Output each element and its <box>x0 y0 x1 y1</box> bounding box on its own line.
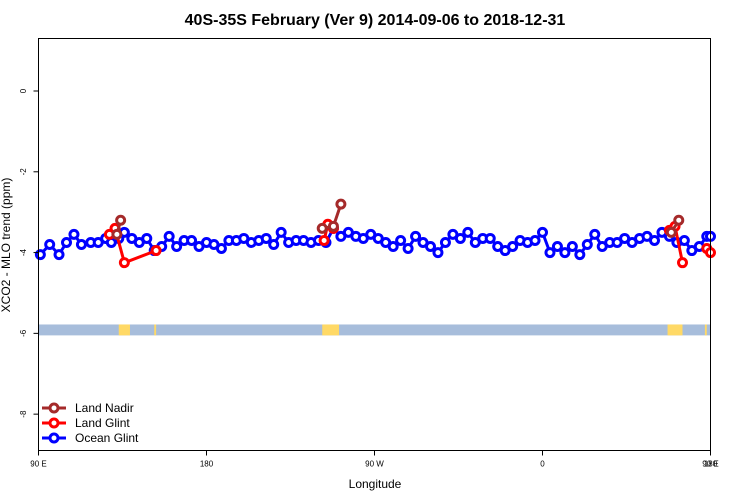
x-tick-label: 0 <box>540 460 545 469</box>
data-point-ocean-glint <box>439 236 451 248</box>
data-point-land-nadir <box>335 198 347 210</box>
y-tick-label: -6 <box>19 329 28 337</box>
data-point-ocean-glint <box>425 241 436 253</box>
x-tick-label: 180 <box>200 460 214 469</box>
series-segment-land-nadir <box>316 198 347 234</box>
data-point-ocean-glint <box>574 249 586 261</box>
data-point-ocean-glint <box>387 241 399 253</box>
data-point-ocean-glint <box>559 247 571 259</box>
data-point-land-nadir <box>327 220 339 232</box>
data-point-land-glint <box>150 245 162 257</box>
data-point-ocean-glint <box>432 247 444 259</box>
data-point-ocean-glint <box>566 241 578 253</box>
land-patch <box>118 324 130 336</box>
x-axis-label: Longitude <box>349 477 402 491</box>
data-point-land-nadir <box>115 214 127 226</box>
data-point-ocean-glint <box>507 241 519 253</box>
data-point-ocean-glint <box>141 232 153 244</box>
y-tick-label: 0 <box>19 88 28 93</box>
data-point-ocean-glint <box>529 234 541 246</box>
data-point-ocean-glint <box>581 239 593 250</box>
y-axis-label: XCO2 - MLO trend (ppm) <box>0 178 13 313</box>
data-point-ocean-glint <box>260 232 272 244</box>
data-point-ocean-glint <box>484 232 496 244</box>
data-point-land-nadir <box>316 222 328 234</box>
ocean-band <box>38 324 711 336</box>
legend-marker <box>48 432 60 444</box>
data-point-ocean-glint <box>53 249 65 261</box>
data-point-ocean-glint <box>551 241 563 253</box>
series-layer <box>34 198 716 269</box>
y-tick-label: -4 <box>19 248 28 256</box>
data-point-ocean-glint <box>678 234 690 246</box>
data-point-ocean-glint <box>75 239 87 250</box>
legend-item: Land Glint <box>42 416 130 430</box>
land-patch <box>704 324 707 336</box>
y-tick-label: -8 <box>19 410 28 418</box>
land-patch <box>322 324 340 336</box>
data-point-ocean-glint <box>395 234 407 246</box>
data-point-ocean-glint <box>454 232 466 244</box>
y-axis: 0 -2 -4 -6 -8 <box>19 88 39 418</box>
data-point-ocean-glint <box>402 243 414 255</box>
land-band <box>38 324 711 336</box>
series-segment-land-nadir <box>665 214 685 238</box>
x-tick-label: 90 E <box>702 460 718 469</box>
y-tick-label: -2 <box>19 168 28 176</box>
data-point-ocean-glint <box>544 247 556 259</box>
data-point-ocean-glint <box>171 241 183 253</box>
data-point-ocean-glint <box>410 230 422 242</box>
data-point-land-nadir <box>665 226 677 238</box>
legend-marker <box>48 402 60 414</box>
series-segment-land-nadir <box>111 214 127 240</box>
x-tick-label: 180 <box>704 460 718 469</box>
data-point-ocean-glint <box>163 230 175 242</box>
data-point-ocean-glint <box>589 228 601 240</box>
legend-marker <box>48 417 60 429</box>
legend-label: Ocean Glint <box>75 431 139 445</box>
chart-title: 40S-35S February (Ver 9) 2014-09-06 to 2… <box>185 12 566 29</box>
data-point-ocean-glint <box>215 243 227 255</box>
data-point-ocean-glint <box>34 249 46 261</box>
data-point-ocean-glint <box>462 226 474 238</box>
legend-label: Land Nadir <box>75 401 134 415</box>
data-point-ocean-glint <box>61 236 72 248</box>
x-tick-label: 90 W <box>365 460 384 469</box>
data-point-land-glint <box>318 234 330 246</box>
data-point-ocean-glint <box>268 239 280 250</box>
legend-item: Ocean Glint <box>42 431 139 445</box>
data-point-ocean-glint <box>649 234 660 246</box>
x-tick-label: 90 E <box>30 460 46 469</box>
data-point-land-nadir <box>673 214 685 226</box>
land-patch <box>154 324 157 336</box>
land-patch <box>667 324 683 336</box>
data-point-ocean-glint <box>186 234 198 246</box>
data-point-ocean-glint <box>275 226 287 238</box>
data-point-land-glint <box>118 257 130 269</box>
data-point-ocean-glint <box>68 228 80 240</box>
data-point-land-glint <box>677 257 688 269</box>
series-segment-land-glint <box>103 222 162 269</box>
legend-label: Land Glint <box>75 416 130 430</box>
data-point-land-nadir <box>111 228 123 240</box>
data-point-ocean-glint <box>537 226 548 238</box>
data-point-ocean-glint <box>44 239 56 250</box>
legend-item: Land Nadir <box>42 401 134 415</box>
